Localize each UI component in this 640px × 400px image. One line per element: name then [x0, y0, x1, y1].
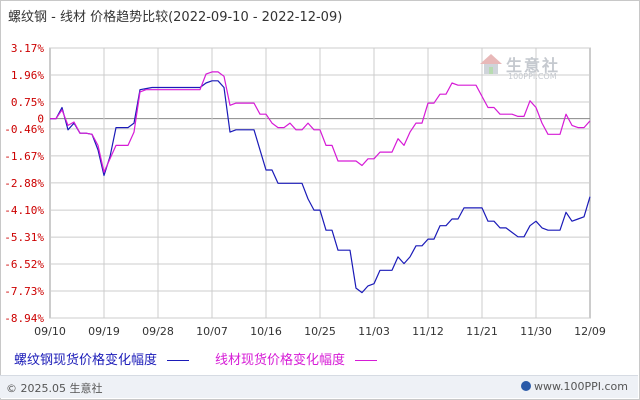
legend-swatch-rebar [167, 360, 190, 361]
y-tick-label: 0 [37, 113, 44, 126]
footer-bar: © 2025.05 生意社 www.100PPI.com [0, 375, 638, 398]
x-tick-label: 10/07 [196, 325, 228, 338]
y-tick-label: -1.67% [4, 150, 44, 163]
y-tick-label: -5.31% [4, 231, 44, 244]
footer-link[interactable]: www.100PPI.com [521, 380, 628, 393]
series-line-rebar [50, 80, 591, 294]
y-tick-label: 0.75% [11, 96, 44, 109]
y-tick-label: -2.88% [4, 177, 44, 190]
x-tick-label: 11/30 [520, 325, 552, 338]
footer-copyright: © 2025.05 生意社 [6, 382, 103, 395]
y-tick-label: -6.52% [4, 258, 44, 271]
chart-legend: 螺纹钢现货价格变化幅度 线材现货价格变化幅度 [14, 349, 385, 368]
y-tick-label: -0.46% [4, 123, 44, 136]
x-tick-label: 11/21 [466, 325, 498, 338]
globe-icon [521, 381, 532, 391]
watermark-name: 生意社 [506, 56, 561, 75]
y-tick-label: 1.96% [11, 69, 44, 82]
footer-url[interactable]: www.100PPI.com [534, 380, 628, 393]
watermark-url: 100PPI.COM [508, 72, 557, 81]
legend-swatch-wire [355, 360, 378, 361]
x-tick-label: 12/09 [574, 325, 606, 338]
x-tick-label: 09/19 [88, 325, 120, 338]
house-logo-icon [480, 54, 502, 74]
y-tick-label: -4.10% [4, 204, 44, 217]
legend-label-rebar: 螺纹钢现货价格变化幅度 [14, 353, 158, 368]
x-tick-label: 11/12 [412, 325, 444, 338]
y-tick-label: 3.17% [11, 42, 44, 55]
x-tick-label: 09/28 [142, 325, 174, 338]
x-tick-label: 10/16 [250, 325, 282, 338]
legend-label-wire: 线材现货价格变化幅度 [215, 353, 346, 368]
y-tick-label: -8.94% [4, 312, 44, 325]
y-tick-label: -7.73% [4, 285, 44, 298]
x-tick-label: 09/10 [34, 325, 66, 338]
chart-title: 螺纹钢 - 线材 价格趋势比较(2022-09-10 - 2022-12-09) [8, 10, 343, 25]
series-line-wire [50, 71, 591, 173]
x-tick-label: 11/03 [358, 325, 390, 338]
x-tick-label: 10/25 [304, 325, 336, 338]
